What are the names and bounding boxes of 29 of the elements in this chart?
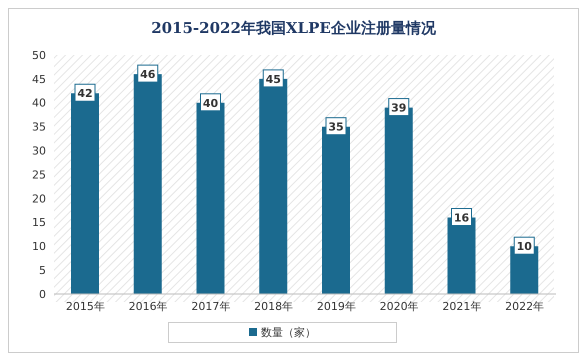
legend-label: 数量（家） [260,326,316,339]
x-tick-label: 2017年 [191,300,230,313]
y-tick-label: 45 [32,72,46,86]
y-tick-label: 20 [32,192,46,206]
x-tick-label: 2019年 [316,300,356,313]
data-label: 46 [140,68,156,82]
x-tick-label: 2021年 [442,300,482,313]
x-tick-label: 2018年 [254,300,294,313]
data-label: 10 [516,240,532,254]
x-tick-label: 2022年 [505,300,544,313]
y-tick-label: 30 [32,144,46,158]
y-tick-label: 10 [32,240,46,254]
x-tick-label: 2015年 [66,300,105,313]
x-tick-label: 2016年 [128,300,168,313]
y-tick-label: 25 [32,168,46,182]
x-tick-label: 2020年 [380,300,419,313]
data-label: 42 [77,87,93,100]
y-tick-label: 50 [32,48,46,62]
chart-title: 2015-2022年我国XLPE企业注册量情况 [150,19,437,39]
data-label: 16 [454,212,470,225]
y-tick-label: 0 [39,288,46,301]
y-tick-label: 40 [32,96,46,110]
y-tick-label: 5 [39,264,46,278]
data-label: 40 [202,96,218,110]
y-tick-label: 15 [32,216,46,230]
data-label: 35 [328,120,344,134]
y-tick-label: 35 [32,120,46,134]
data-label: 39 [391,102,406,115]
data-label: 45 [266,72,281,86]
